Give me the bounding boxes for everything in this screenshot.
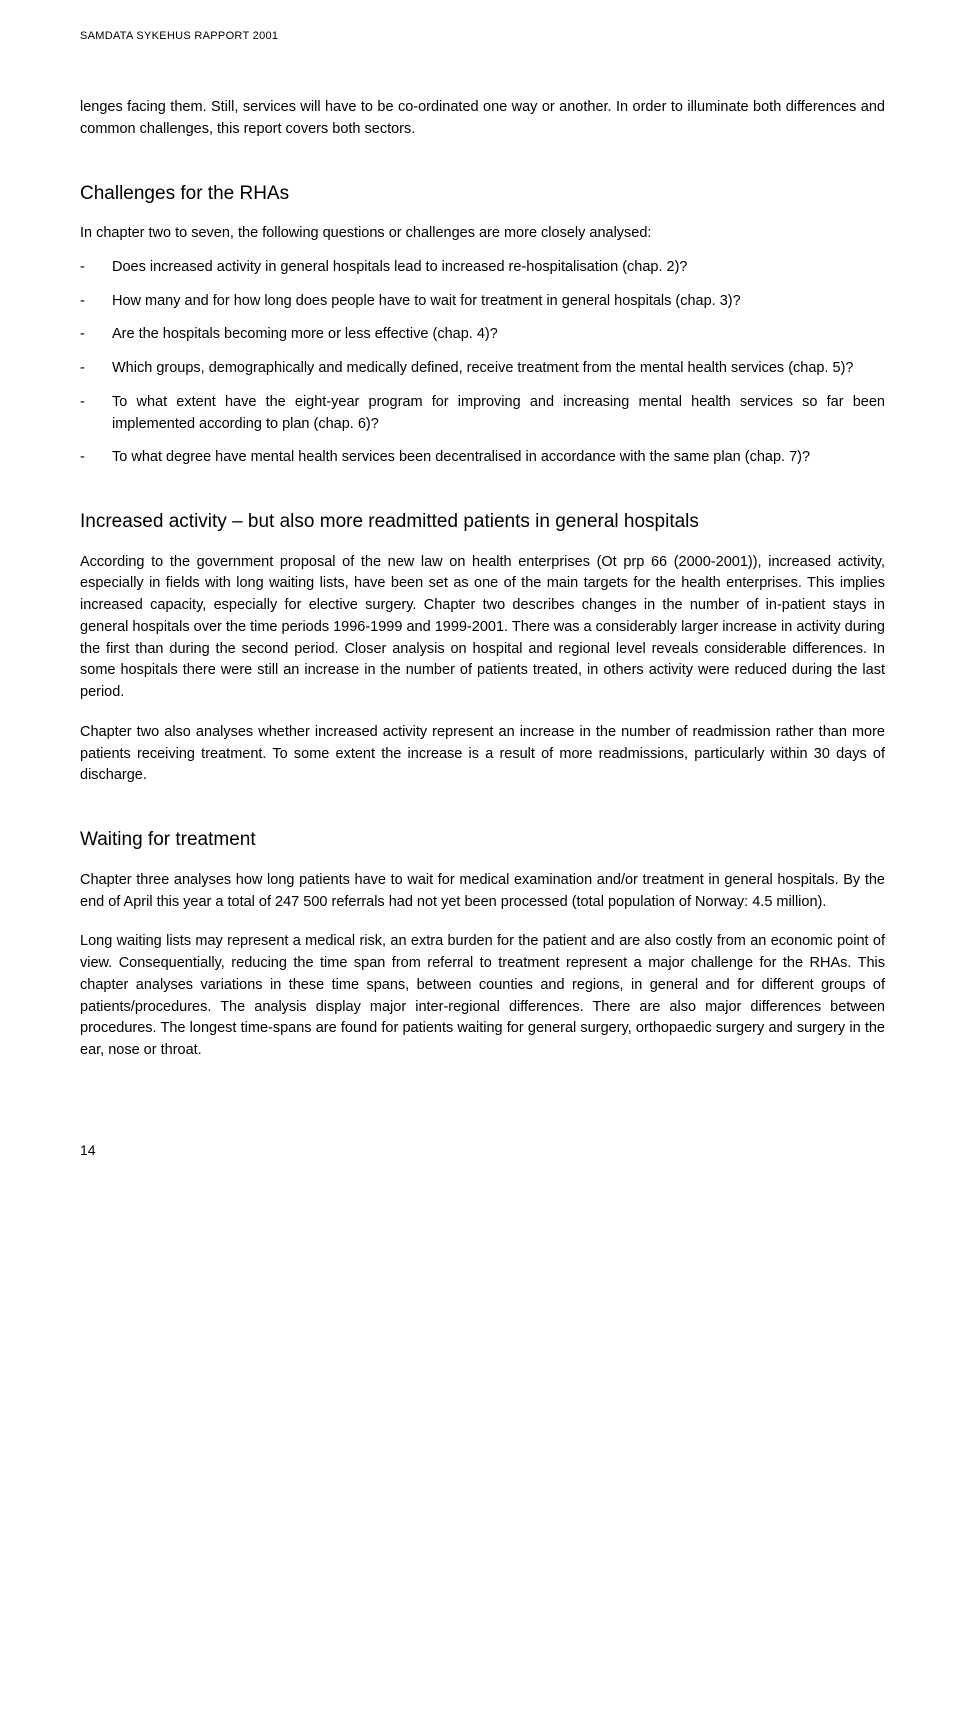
challenges-list: Does increased activity in general hospi… <box>80 257 885 469</box>
challenges-intro: In chapter two to seven, the following q… <box>80 223 885 245</box>
body-paragraph: Long waiting lists may represent a medic… <box>80 931 885 1062</box>
section-heading-challenges: Challenges for the RHAs <box>80 181 885 208</box>
document-page: SAMDATA SYKEHUS RAPPORT 2001 lenges faci… <box>0 0 960 1208</box>
list-item: How many and for how long does people ha… <box>80 291 885 313</box>
list-item: To what extent have the eight-year progr… <box>80 392 885 436</box>
body-paragraph: Chapter two also analyses whether increa… <box>80 722 885 787</box>
list-item: Are the hospitals becoming more or less … <box>80 324 885 346</box>
section-heading-waiting: Waiting for treatment <box>80 827 885 854</box>
body-paragraph: According to the government proposal of … <box>80 552 885 704</box>
list-item: Does increased activity in general hospi… <box>80 257 885 279</box>
page-number: 14 <box>80 1142 885 1158</box>
list-item: Which groups, demographically and medica… <box>80 358 885 380</box>
list-item: To what degree have mental health servic… <box>80 447 885 469</box>
body-paragraph: Chapter three analyses how long patients… <box>80 870 885 914</box>
section-heading-increased-activity: Increased activity – but also more readm… <box>80 509 885 536</box>
continuation-paragraph: lenges facing them. Still, services will… <box>80 97 885 141</box>
page-header: SAMDATA SYKEHUS RAPPORT 2001 <box>80 30 885 42</box>
